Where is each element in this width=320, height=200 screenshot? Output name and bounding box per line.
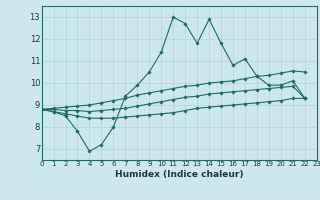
- X-axis label: Humidex (Indice chaleur): Humidex (Indice chaleur): [115, 170, 244, 179]
